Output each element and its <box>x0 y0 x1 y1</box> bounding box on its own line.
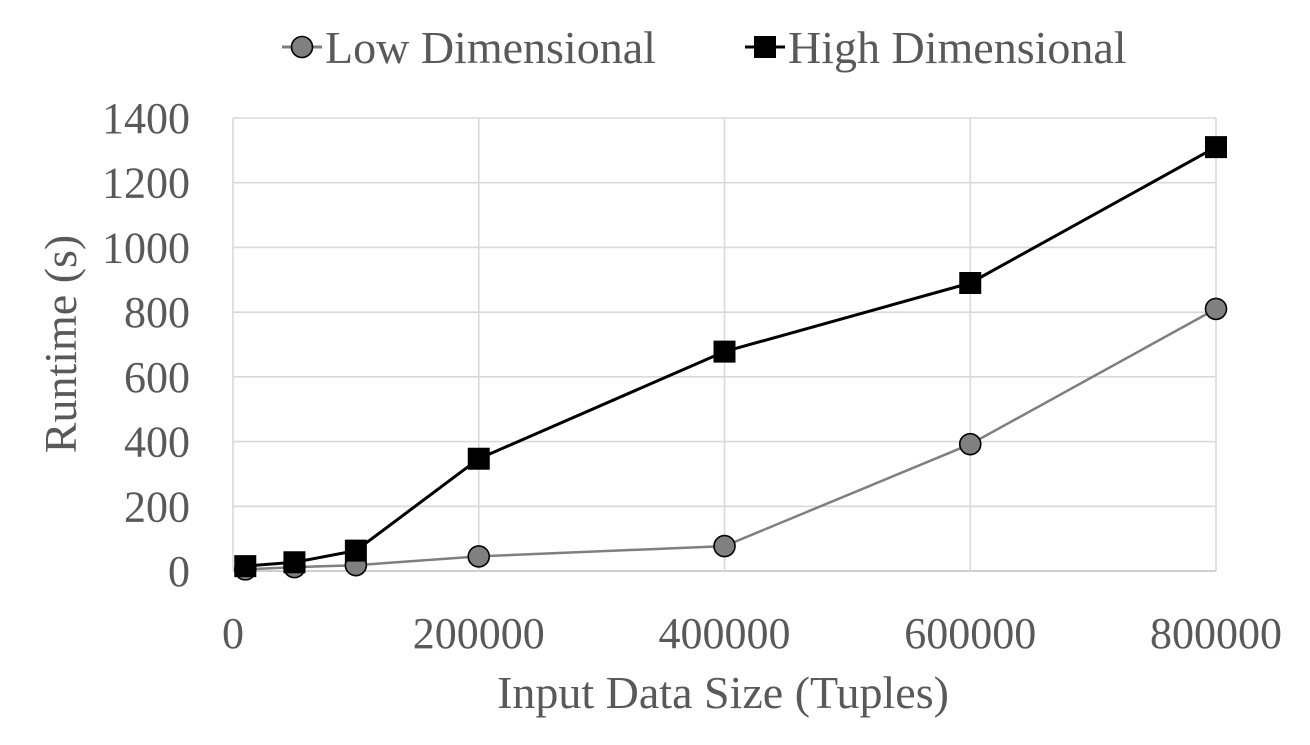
x-tick-label: 400000 <box>659 609 791 658</box>
series-high-dimensional <box>234 136 1227 578</box>
y-tick-label: 1000 <box>102 223 190 272</box>
data-point <box>467 545 491 568</box>
data-point <box>344 539 367 562</box>
x-tick-label: 800000 <box>1150 609 1282 658</box>
data-point <box>283 551 306 574</box>
data-point <box>1205 136 1227 159</box>
grid <box>232 117 1217 572</box>
axes: 0 200 400 600 800 1000 1200 1400 0 200000 400000 60… <box>102 94 1282 658</box>
y-tick-label: 400 <box>124 418 190 467</box>
series-layer <box>233 136 1228 581</box>
y-tick-label: 600 <box>124 353 190 402</box>
legend-marker <box>290 35 314 59</box>
y-tick-label: 200 <box>124 482 190 531</box>
legend-item: High Dimensional <box>745 22 1127 73</box>
legend-marker <box>754 36 776 58</box>
data-point <box>713 340 736 363</box>
y-tick-label: 0 <box>168 547 190 596</box>
y-tick-label: 1400 <box>102 94 190 143</box>
legend: Low Dimensional High Dimensional <box>282 22 1127 73</box>
data-point <box>958 432 982 456</box>
y-tick-label: 1200 <box>102 159 190 208</box>
y-tick-label: 800 <box>124 288 190 337</box>
data-point <box>1204 297 1228 321</box>
x-tick-label: 200000 <box>413 609 545 658</box>
data-point <box>467 447 490 470</box>
data-point <box>959 272 982 295</box>
x-tick-label: 0 <box>222 609 244 658</box>
legend-label: High Dimensional <box>788 22 1127 73</box>
data-point <box>234 555 257 578</box>
x-tick-label: 600000 <box>904 609 1036 658</box>
x-axis-title: Input Data Size (Tuples) <box>497 667 949 718</box>
legend-item: Low Dimensional <box>282 22 656 73</box>
y-axis-title: Runtime (s) <box>35 235 86 453</box>
data-point <box>713 534 736 558</box>
legend-label: Low Dimensional <box>325 22 656 73</box>
